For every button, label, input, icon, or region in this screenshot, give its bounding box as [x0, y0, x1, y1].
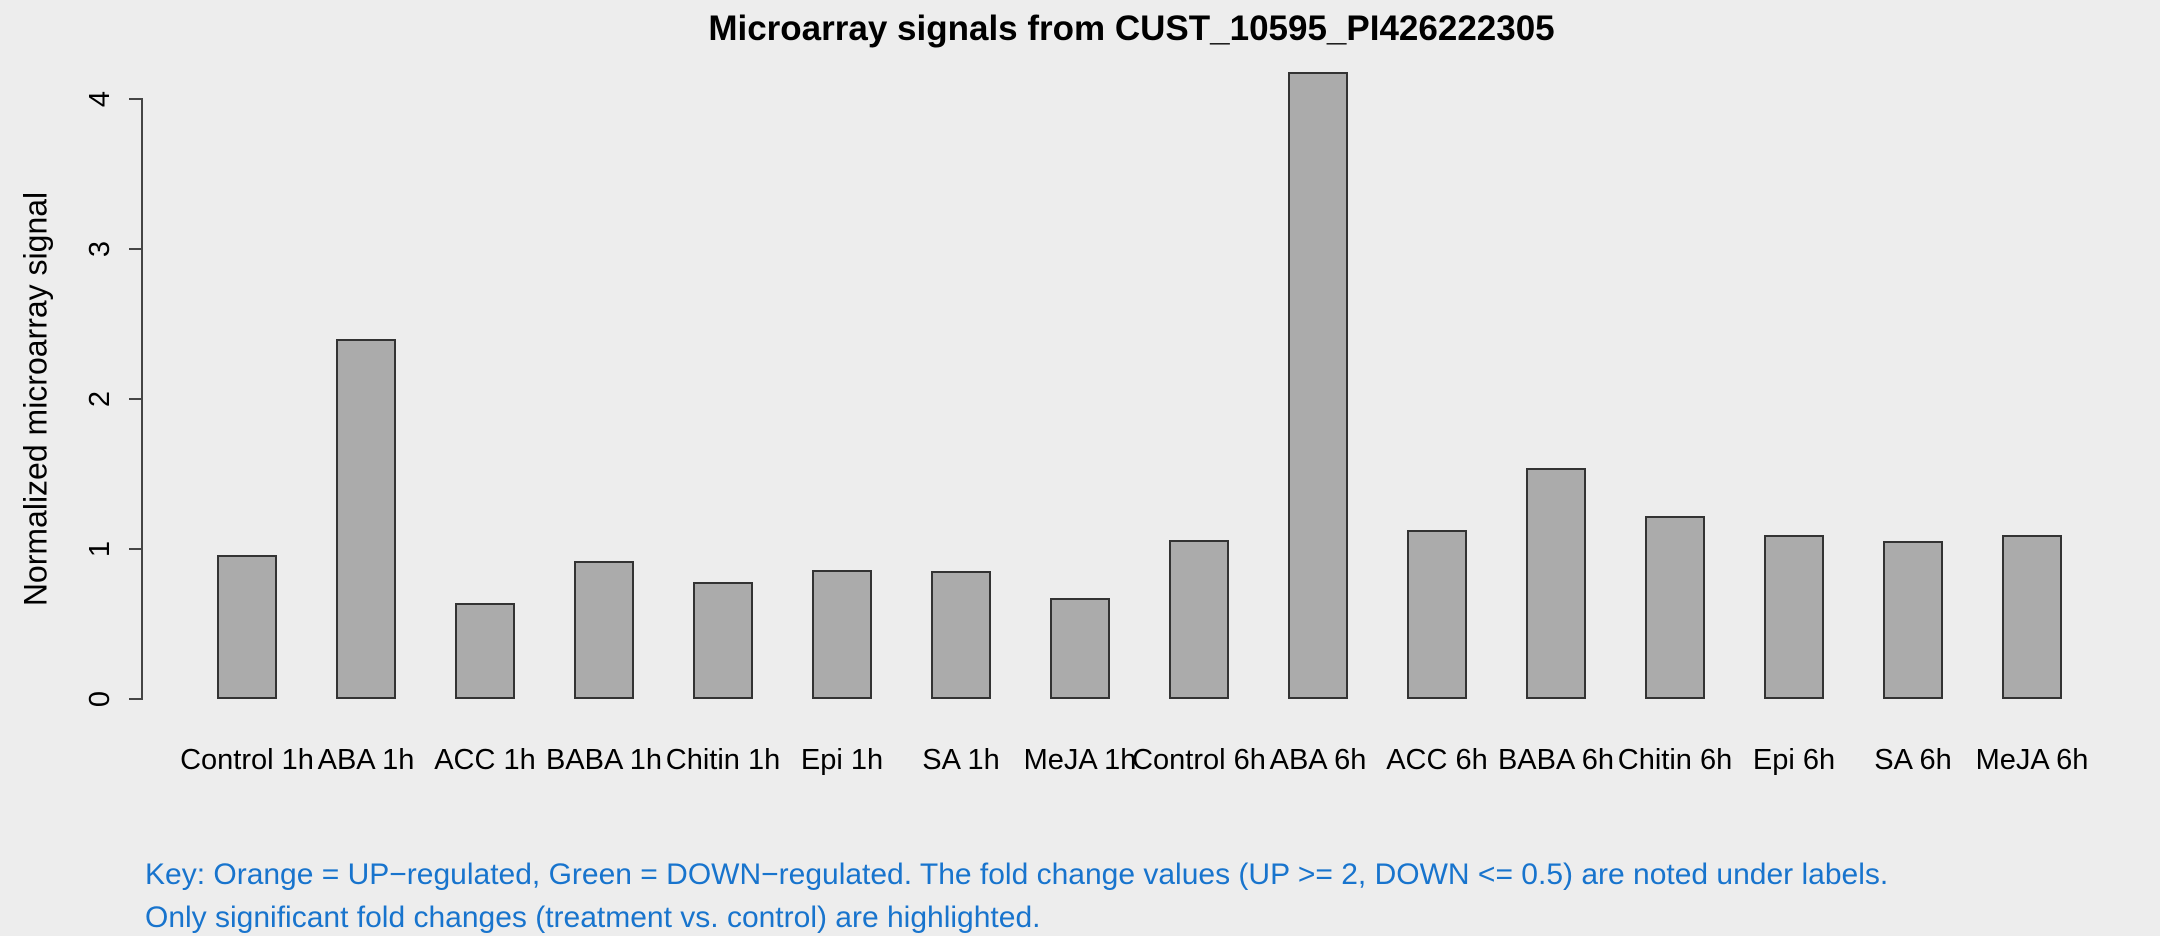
bar [574, 561, 634, 699]
chart-title: Microarray signals from CUST_10595_PI426… [708, 9, 1555, 48]
bar [455, 603, 515, 699]
y-tick-mark [129, 398, 142, 400]
bar [336, 339, 396, 699]
bar [1883, 541, 1943, 699]
x-tick-label: MeJA 1h [1023, 744, 1137, 776]
x-tick-label: ABA 6h [1269, 744, 1367, 776]
x-tick-label: SA 1h [922, 744, 1000, 776]
bar [693, 582, 753, 699]
y-axis-label: Normalized microarray signal [17, 191, 54, 607]
key-text-line1: Key: Orange = UP−regulated, Green = DOWN… [145, 858, 1889, 891]
x-tick-label: BABA 6h [1497, 744, 1615, 776]
x-tick-label: ACC 6h [1386, 744, 1488, 776]
y-tick-label: 2 [83, 390, 116, 408]
x-tick-label: SA 6h [1874, 744, 1952, 776]
y-tick-mark [129, 98, 142, 100]
y-tick-mark [129, 548, 142, 550]
x-tick-label: ABA 1h [317, 744, 415, 776]
bar [2002, 535, 2062, 699]
bar [1407, 530, 1467, 699]
x-tick-label: Epi 6h [1752, 744, 1836, 776]
bar [1764, 535, 1824, 699]
bar [812, 570, 872, 699]
y-tick-label: 0 [83, 690, 116, 708]
x-tick-label: BABA 1h [545, 744, 663, 776]
y-tick-label: 3 [83, 240, 116, 258]
x-tick-label: Chitin 6h [1617, 744, 1733, 776]
bar [1645, 516, 1705, 699]
bar [931, 571, 991, 699]
y-axis-line [141, 98, 143, 700]
y-tick-mark [129, 698, 142, 700]
y-tick-mark [129, 248, 142, 250]
y-tick-label: 4 [83, 90, 116, 108]
x-tick-label: Control 6h [1132, 744, 1266, 776]
x-tick-label: Control 1h [180, 744, 314, 776]
key-text-line2: Only significant fold changes (treatment… [145, 901, 1041, 934]
bar [1050, 598, 1110, 699]
x-tick-label: MeJA 6h [1975, 744, 2089, 776]
x-tick-label: ACC 1h [434, 744, 536, 776]
bar [1526, 468, 1586, 699]
bar [1288, 72, 1348, 699]
x-tick-label: Chitin 1h [665, 744, 781, 776]
x-tick-label: Epi 1h [800, 744, 884, 776]
bar [1169, 540, 1229, 699]
bar [217, 555, 277, 699]
y-tick-label: 1 [83, 540, 116, 558]
